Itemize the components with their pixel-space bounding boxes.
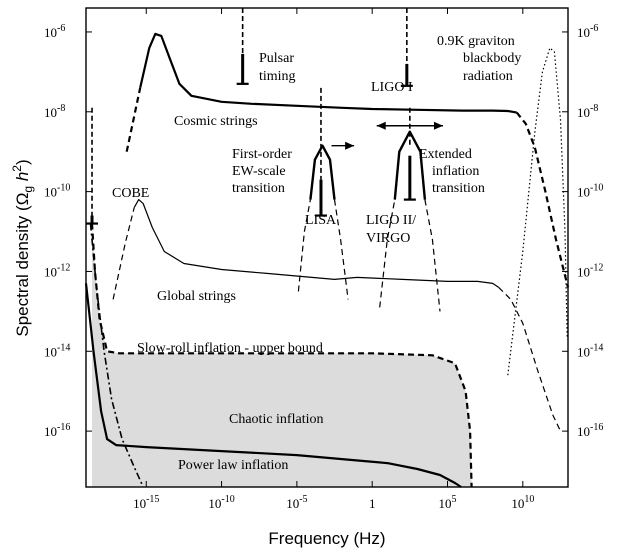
arrow-ext-both-head-right (433, 121, 443, 130)
y-axis-title: Spectral density (Ωg h2) (10, 159, 35, 336)
series-cosmic-strings-seg-1 (139, 32, 517, 114)
y-tick-label-left-0: 10-6 (44, 23, 65, 40)
y-tick-label-left-2: 10-10 (44, 183, 70, 200)
arrows-layer (331, 121, 443, 150)
label-pulsar-line1: Pulsar (259, 51, 294, 66)
label-graviton-line3: radiation (463, 69, 513, 84)
y-tick-label-left-4: 10-14 (44, 342, 70, 359)
shaded-region (92, 223, 472, 487)
x-tick-label-1: 10-10 (208, 494, 234, 511)
y-axis-title-main: Spectral density (Ω (13, 193, 32, 337)
y-tick-label-left-3: 10-12 (44, 262, 70, 279)
series-graviton-seg-0 (507, 47, 568, 376)
label-slow-roll: Slow-roll inflation - upper bound (137, 341, 323, 356)
series-extended-inflation-seg-1 (393, 130, 427, 200)
y-tick-label-right-4: 10-14 (577, 342, 603, 359)
shaded-region-layer (92, 223, 472, 487)
y-tick-label-right-5: 10-16 (577, 422, 603, 439)
y-axis-title-sub: g (21, 186, 35, 193)
x-tick-label-3: 1 (369, 496, 376, 511)
series-global-strings-seg-0 (112, 207, 135, 300)
series-first-order-ew-seg-2 (333, 199, 349, 300)
label-ext-line3: transition (432, 181, 485, 196)
x-tick-label-5: 1010 (511, 494, 534, 511)
arrow-ew-right-head-right (345, 141, 355, 150)
label-ligo1: LIGO I (371, 80, 413, 95)
y-axis-title-close: ) (13, 159, 32, 165)
label-lisa: LISA (305, 213, 337, 228)
series-cosmic-strings-seg-0 (125, 87, 142, 152)
y-tick-label-left-1: 10-8 (44, 103, 65, 120)
x-tick-label-4: 105 (439, 494, 457, 511)
series-chaotic-seg-0 (84, 283, 462, 488)
label-ew-line3: transition (232, 181, 285, 196)
series-first-order-ew-seg-1 (309, 144, 336, 200)
label-ligo2-line1: LIGO II/ (366, 213, 416, 228)
label-cosmic-strings: Cosmic strings (174, 114, 258, 129)
vertical-lines-layer (91, 8, 411, 224)
label-graviton-line1: 0.9K graviton (437, 34, 515, 49)
label-power-law: Power law inflation (178, 458, 288, 473)
label-ext-line1: Extended (419, 147, 472, 162)
y-tick-label-right-0: 10-6 (577, 23, 598, 40)
label-ew-line1: First-order (232, 147, 292, 162)
label-ligo2-line2: VIRGO (366, 231, 410, 246)
arrow-ext-both-head-left (376, 121, 386, 130)
plot-frame (85, 7, 569, 488)
series-cosmic-strings-seg-2 (515, 111, 570, 288)
tick-labels-layer: 10-15 10-10 10-5 1 105 1010 10-6 10-6 10-8 10-8 10… (44, 23, 603, 511)
ticks-layer (86, 8, 568, 487)
y-tick-label-left-5: 10-16 (44, 422, 70, 439)
y-axis-title-h: h (13, 172, 32, 186)
series-layer (84, 32, 570, 488)
x-tick-label-0: 10-15 (133, 494, 159, 511)
label-ext-line2: inflation (432, 164, 479, 179)
series-extended-inflation-seg-0 (379, 199, 396, 308)
series-global-strings-seg-2 (498, 286, 562, 432)
x-axis-title: Frequency (Hz) (268, 529, 385, 548)
limits-layer (86, 53, 416, 225)
label-cobe: COBE (112, 186, 149, 201)
annotations: COBE Pulsar timing LIGO I 0.9K graviton … (112, 34, 521, 473)
series-global-strings-seg-1 (133, 199, 500, 288)
series-power-law-seg-0 (89, 223, 144, 488)
x-tick-label-2: 10-5 (286, 494, 307, 511)
y-axis-title-sup: 2 (10, 165, 24, 172)
label-graviton-line2: blackbody (463, 51, 521, 66)
series-first-order-ew-seg-0 (297, 199, 311, 292)
label-pulsar-line2: timing (259, 69, 296, 84)
series-extended-inflation-seg-2 (424, 199, 441, 312)
label-chaotic: Chaotic inflation (229, 412, 323, 427)
label-ew-line2: EW-scale (232, 164, 286, 179)
y-tick-label-right-3: 10-12 (577, 262, 603, 279)
y-tick-label-right-1: 10-8 (577, 103, 598, 120)
label-global-strings: Global strings (157, 289, 236, 304)
y-tick-label-right-2: 10-10 (577, 183, 603, 200)
